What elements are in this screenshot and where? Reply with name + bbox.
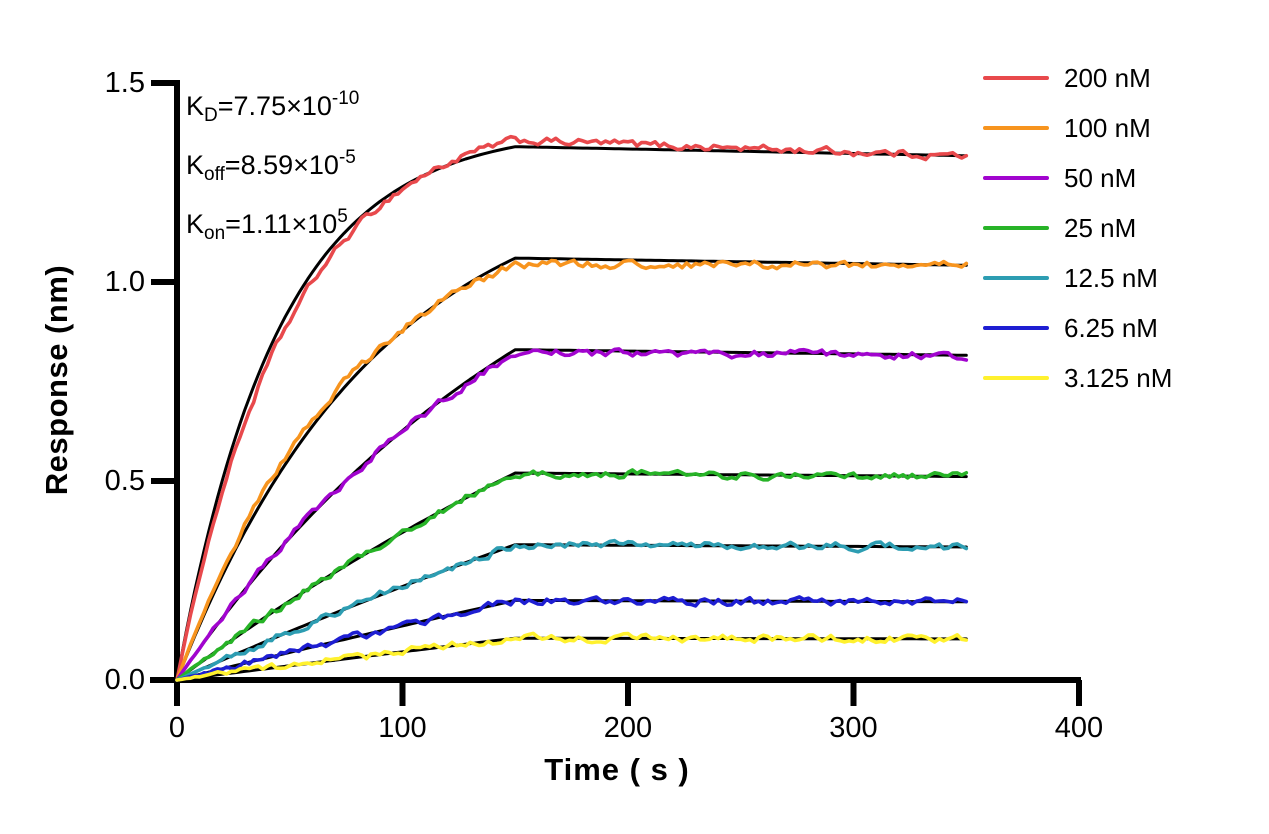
- data-curve-50nM: [175, 347, 969, 682]
- legend-item-6.25nM: 6.25 nM: [983, 303, 1172, 353]
- legend-line-swatch: [983, 76, 1049, 80]
- x-tick-mark: [1076, 680, 1082, 706]
- x-tick-label: 200: [603, 712, 653, 744]
- x-tick-mark: [850, 680, 857, 706]
- data-curve-6.25nM: [175, 595, 969, 682]
- kd-value: KD=7.75×10-10: [186, 88, 360, 126]
- legend-label: 6.25 nM: [1064, 312, 1158, 343]
- data-curve-3.125nM: [175, 631, 969, 682]
- y-tick-mark: [151, 80, 177, 86]
- legend-item-25nM: 25 nM: [983, 203, 1172, 253]
- legend-label: 200 nM: [1064, 62, 1151, 93]
- y-tick-label: 0.5: [104, 465, 145, 497]
- y-tick-mark: [151, 478, 177, 484]
- legend-label: 100 nM: [1064, 112, 1151, 143]
- legend-item-12.5nM: 12.5 nM: [983, 253, 1172, 303]
- legend-label: 3.125 nM: [1064, 362, 1173, 393]
- legend-item-200nM: 200 nM: [983, 53, 1172, 103]
- x-axis-line: [150, 677, 1081, 683]
- fit-curve-3.125nM: [175, 636, 968, 682]
- y-axis-title: Response (nm): [39, 264, 74, 496]
- legend-label: 25 nM: [1064, 212, 1137, 243]
- legend-line-swatch: [983, 276, 1049, 280]
- kinetics-annotation: KD=7.75×10-10 Koff=8.59×10-5 Kon=1.11×10…: [186, 78, 359, 255]
- fit-curve-12.5nM: [175, 543, 968, 682]
- y-tick-label: 0.0: [104, 664, 145, 696]
- legend-line-swatch: [983, 176, 1049, 180]
- data-curve-25nM: [175, 468, 969, 682]
- x-tick-mark: [625, 680, 631, 706]
- koff-value: Koff=8.59×10-5: [186, 147, 356, 185]
- data-curve-200nM: [175, 134, 969, 682]
- x-tick-mark: [399, 680, 406, 706]
- data-curve-100nM: [175, 258, 969, 682]
- legend-line-swatch: [983, 126, 1049, 130]
- x-tick-mark: [174, 680, 180, 706]
- kon-value: Kon=1.11×105: [186, 206, 348, 244]
- y-tick-label: 1.5: [104, 67, 145, 99]
- x-tick-label: 400: [1054, 712, 1104, 744]
- x-tick-label: 0: [168, 712, 186, 744]
- data-curve-12.5nM: [175, 538, 969, 682]
- legend-label: 50 nM: [1064, 162, 1137, 193]
- legend-item-50nM: 50 nM: [983, 153, 1172, 203]
- y-tick-mark: [151, 677, 177, 683]
- x-axis-title: Time ( s ): [544, 752, 690, 787]
- y-tick-label: 1.0: [104, 266, 145, 298]
- legend-label: 12.5 nM: [1064, 262, 1158, 293]
- legend-item-3.125nM: 3.125 nM: [983, 353, 1172, 403]
- y-axis-line: [174, 80, 180, 683]
- legend-item-100nM: 100 nM: [983, 103, 1172, 153]
- legend-line-swatch: [983, 326, 1049, 330]
- x-tick-label: 300: [829, 712, 878, 744]
- x-tick-label: 100: [378, 712, 427, 744]
- fit-curve-100nM: [175, 256, 968, 682]
- legend-line-swatch: [983, 376, 1049, 380]
- fit-curve-50nM: [175, 348, 968, 682]
- legend-line-swatch: [983, 226, 1049, 230]
- y-tick-mark: [151, 279, 177, 285]
- chart-legend: 200 nM 100 nM 50 nM 25 nM 12.5 nM 6.25 nM 3.12…: [983, 53, 1172, 403]
